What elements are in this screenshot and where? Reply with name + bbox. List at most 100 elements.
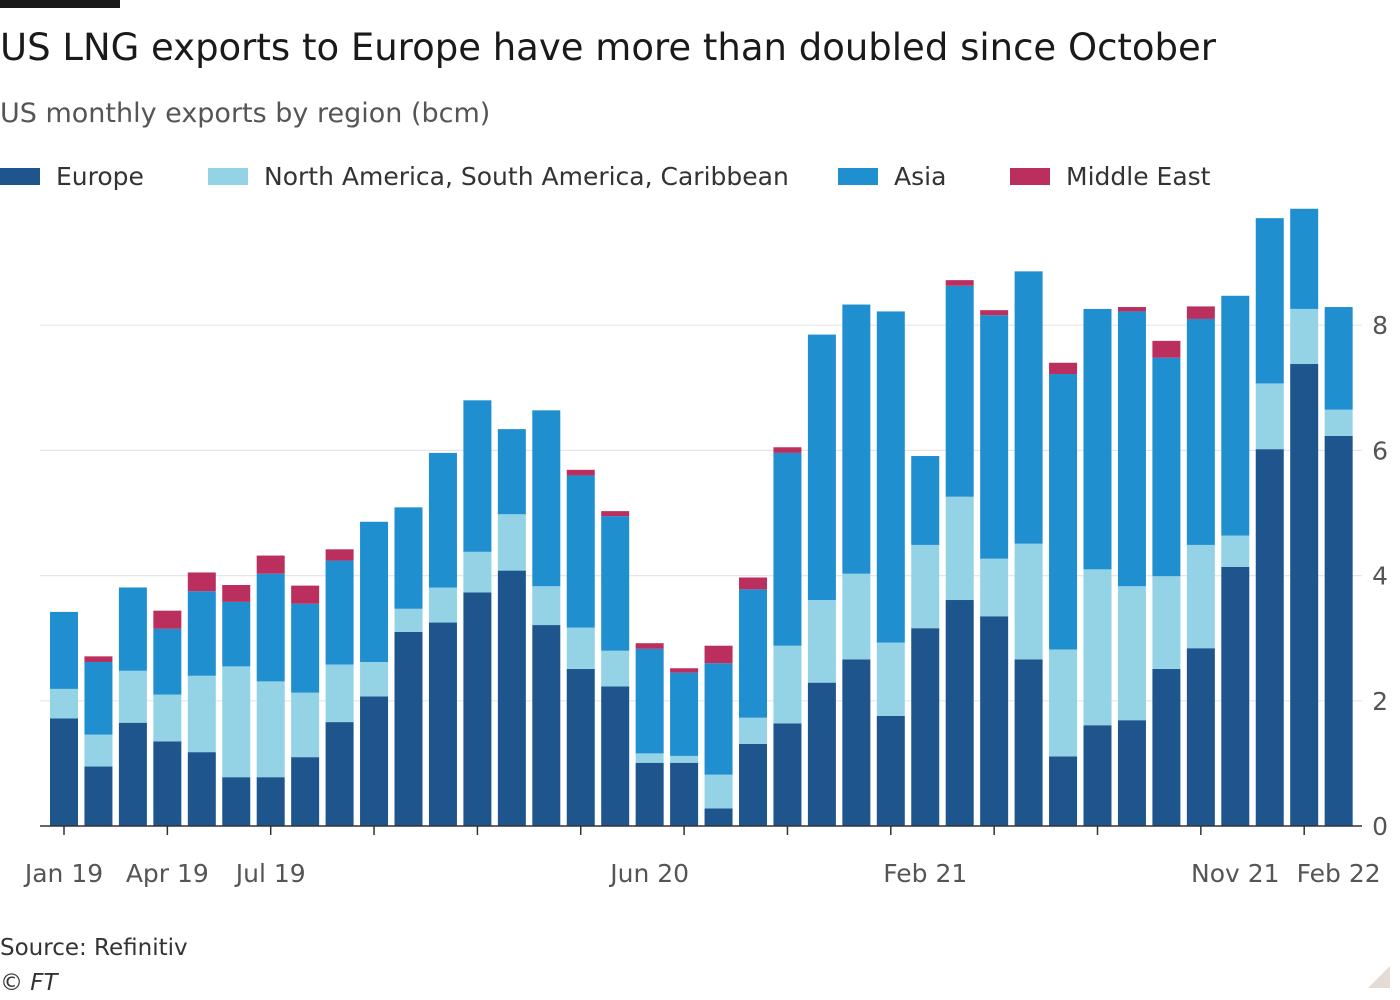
bar-segment-north-america-south-america-caribbean: [1117, 586, 1146, 721]
stacked-bar-chart: 0 2 4 6 8 Jan 19 Apr 19 Jul 19 Jun 20 Feb 21 Nov 2…: [23, 208, 1388, 888]
legend-label-europe: Europe: [56, 161, 144, 191]
bar-segment-middle-east: [670, 668, 699, 673]
bar-segment-north-america-south-america-caribbean: [1290, 308, 1319, 365]
bar-segment-middle-east: [773, 447, 802, 453]
bar-segment-asia: [1324, 307, 1353, 410]
bar-segment-europe: [739, 743, 767, 826]
chart-subtitle: US monthly exports by region (bcm): [0, 98, 491, 129]
bar-segment-europe: [222, 777, 251, 826]
bar-segment-europe: [1014, 659, 1043, 826]
bar-segment-europe: [807, 682, 836, 826]
bar-segment-asia: [1117, 311, 1146, 587]
y-tick-label: 2: [1372, 687, 1388, 716]
bar-segment-asia: [360, 521, 389, 662]
bar-segment-europe: [360, 696, 389, 826]
legend-swatch-asia: [838, 167, 878, 185]
bar-segment-north-america-south-america-caribbean: [1255, 383, 1284, 450]
legend-item-middle-east: Middle East: [1010, 160, 1210, 192]
bar-segment-asia: [945, 285, 974, 497]
bar-segment-north-america-south-america-caribbean: [118, 670, 147, 723]
bar-segment-europe: [876, 715, 905, 826]
x-tick-label: Apr 19: [126, 859, 209, 888]
bar-segment-north-america-south-america-caribbean: [1152, 576, 1181, 669]
bar-segment-north-america-south-america-caribbean: [842, 573, 871, 660]
y-tick-label: 8: [1372, 311, 1388, 340]
bar-segment-north-america-south-america-caribbean: [1049, 649, 1078, 757]
bar-segment-north-america-south-america-caribbean: [497, 514, 526, 571]
bar-segment-north-america-south-america-caribbean: [394, 608, 423, 632]
bar-segment-europe: [980, 616, 1009, 826]
x-tick-label: Feb 22: [1297, 859, 1381, 888]
corner-fold-mark: [1368, 966, 1390, 988]
bar-segment-north-america-south-america-caribbean: [773, 645, 802, 724]
bar-segment-north-america-south-america-caribbean: [84, 734, 113, 767]
bar-segment-middle-east: [739, 577, 767, 590]
bar-segment-europe: [1049, 756, 1078, 826]
bar-segment-europe: [1186, 648, 1215, 826]
bar-segment-north-america-south-america-caribbean: [222, 666, 251, 778]
bar-segment-asia: [394, 507, 423, 609]
bar-segment-north-america-south-america-caribbean: [635, 753, 664, 763]
bar-segment-north-america-south-america-caribbean: [980, 558, 1009, 617]
bar-segment-north-america-south-america-caribbean: [1083, 569, 1112, 726]
legend-item-americas: North America, South America, Caribbean: [208, 160, 789, 192]
bar-segment-north-america-south-america-caribbean: [153, 694, 182, 742]
bar-segment-north-america-south-america-caribbean: [1186, 544, 1215, 649]
bar-segment-europe: [911, 628, 940, 826]
bar-segment-north-america-south-america-caribbean: [1221, 535, 1250, 567]
bar-segment-asia: [1049, 374, 1078, 650]
source-note: Source: Refinitiv: [0, 935, 188, 961]
bar-segment-asia: [1083, 308, 1112, 570]
bar-segment-asia: [50, 611, 78, 689]
bar-segment-north-america-south-america-caribbean: [1324, 409, 1353, 437]
legend-label-asia: Asia: [894, 161, 947, 191]
bar-segment-asia: [463, 400, 492, 552]
bar-segment-middle-east: [291, 585, 320, 604]
bar-segment-europe: [256, 777, 285, 826]
bar-segment-europe: [394, 631, 423, 826]
bar-segment-asia: [118, 587, 147, 671]
bar-segment-asia: [911, 456, 940, 545]
y-tick-label: 4: [1372, 562, 1388, 591]
bar-segment-asia: [291, 603, 320, 693]
bar-segment-middle-east: [256, 555, 285, 574]
bar-segment-asia: [1014, 271, 1043, 544]
bar-segment-europe: [601, 686, 630, 826]
bar-segment-asia: [1290, 208, 1319, 309]
bar-segment-europe: [704, 808, 733, 826]
bar-segment-north-america-south-america-caribbean: [704, 774, 733, 809]
bar-segment-middle-east: [704, 645, 733, 664]
bar-segment-middle-east: [566, 469, 595, 476]
bar-segment-middle-east: [1117, 307, 1146, 312]
legend-item-europe: Europe: [0, 160, 144, 192]
bar-segment-middle-east: [945, 280, 974, 286]
bar-segment-europe: [187, 752, 216, 826]
bar-segment-europe: [1324, 436, 1353, 826]
bar-segment-europe: [670, 762, 699, 826]
bar-segment-north-america-south-america-caribbean: [807, 600, 836, 683]
bar-segment-asia: [256, 573, 285, 682]
bar-segment-europe: [566, 668, 595, 826]
bar-segment-middle-east: [1152, 340, 1181, 358]
bar-segment-north-america-south-america-caribbean: [428, 587, 457, 623]
bar-segment-europe: [463, 592, 492, 826]
bar-segment-asia: [497, 429, 526, 515]
bar-segment-north-america-south-america-caribbean: [739, 717, 767, 744]
bar-segment-north-america-south-america-caribbean: [256, 681, 285, 778]
legend-swatch-middle-east: [1010, 167, 1050, 185]
bar-segment-north-america-south-america-caribbean: [945, 496, 974, 601]
bar-segment-europe: [842, 659, 871, 826]
bar-segment-europe: [84, 766, 113, 826]
bar-segment-north-america-south-america-caribbean: [670, 755, 699, 763]
bar-segment-europe: [945, 600, 974, 826]
bar-segment-north-america-south-america-caribbean: [876, 642, 905, 716]
bar-segment-asia: [532, 410, 561, 587]
bar-segment-asia: [428, 452, 457, 588]
bar-segment-asia: [842, 304, 871, 574]
chart-title: US LNG exports to Europe have more than …: [0, 26, 1217, 69]
bar-segment-asia: [1186, 318, 1215, 545]
bar-segment-europe: [532, 625, 561, 826]
bar-segment-europe: [325, 722, 354, 826]
bar-segment-europe: [118, 722, 147, 826]
legend-label-middle-east: Middle East: [1066, 161, 1211, 191]
